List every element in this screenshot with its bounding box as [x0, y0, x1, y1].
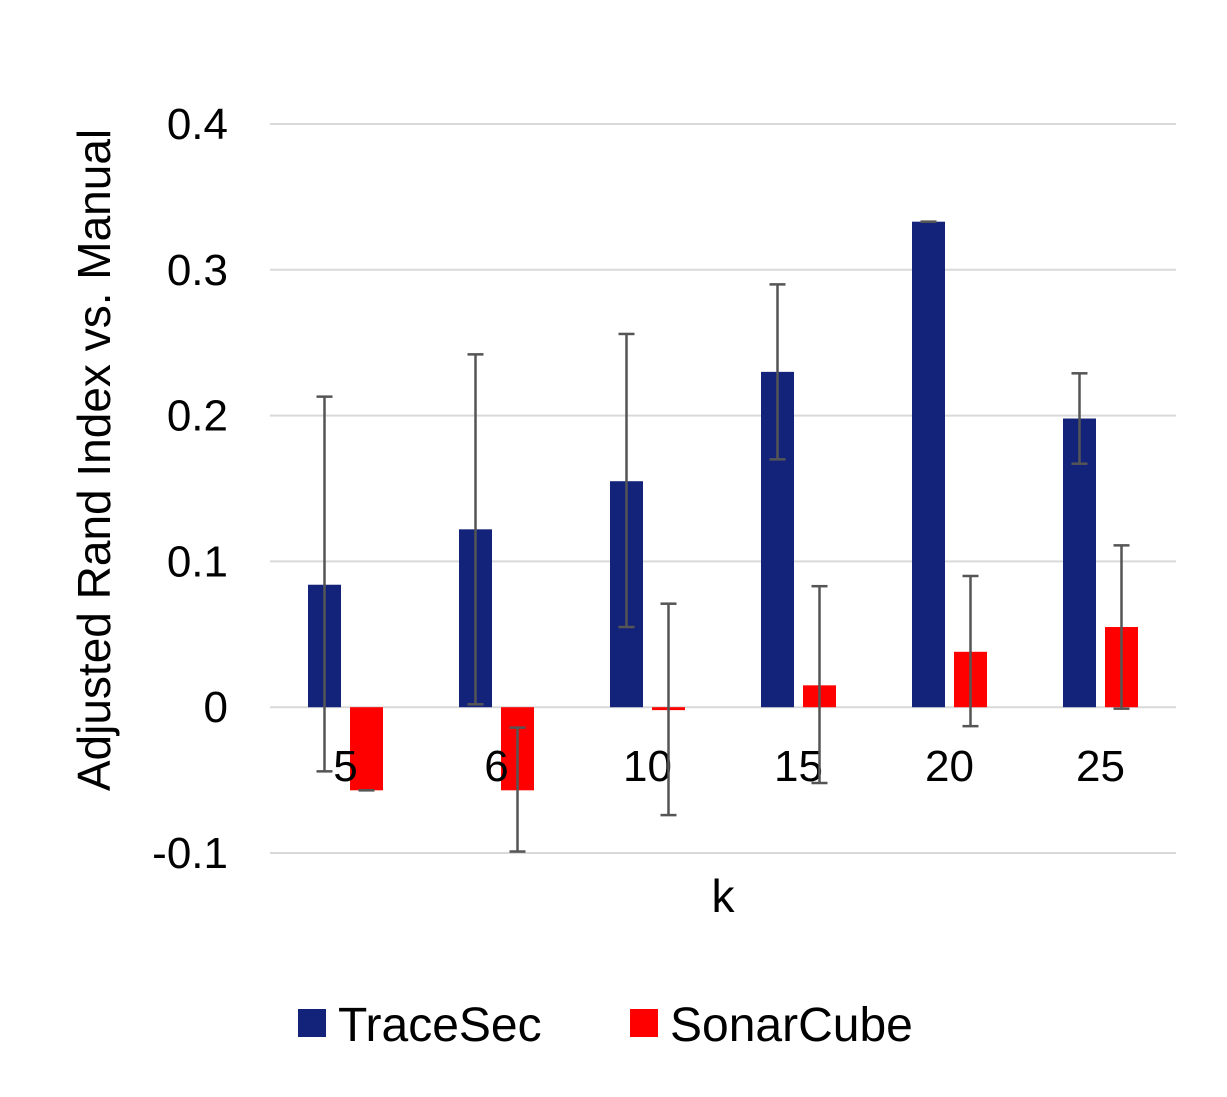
y-axis-ticks: 0.4 0.3 0.2 0.1 0 -0.1	[152, 100, 228, 878]
legend-swatch-tracesec	[298, 1009, 326, 1037]
gridlines	[270, 123, 1176, 854]
y-tick-label: 0.2	[167, 392, 228, 441]
x-tick-label: 6	[484, 742, 508, 791]
legend: TraceSec SonarCube	[298, 999, 913, 1052]
y-tick-label: -0.1	[152, 829, 228, 878]
y-tick-label: 0.4	[167, 100, 228, 149]
bar-sonarcube	[350, 707, 383, 791]
y-axis-title: Adjusted Rand Index vs. Manual	[68, 129, 120, 791]
bar-tracesec	[912, 221, 945, 708]
bar-tracesec	[1063, 418, 1096, 708]
x-tick-label: 20	[925, 742, 974, 791]
error-bars	[316, 220, 1130, 853]
y-tick-label: 0	[204, 683, 228, 732]
legend-swatch-sonarcube	[630, 1009, 658, 1037]
bars	[308, 221, 1138, 791]
x-tick-label: 5	[333, 742, 357, 791]
x-axis-title: k	[712, 870, 736, 922]
legend-label-sonarcube: SonarCube	[670, 999, 913, 1052]
x-tick-label: 10	[623, 742, 672, 791]
y-tick-label: 0.3	[167, 246, 228, 295]
legend-label-tracesec: TraceSec	[338, 999, 542, 1052]
x-tick-label: 25	[1076, 742, 1125, 791]
y-tick-label: 0.1	[167, 537, 228, 586]
x-axis-ticks: 5 6 10 15 20 25	[333, 742, 1125, 791]
